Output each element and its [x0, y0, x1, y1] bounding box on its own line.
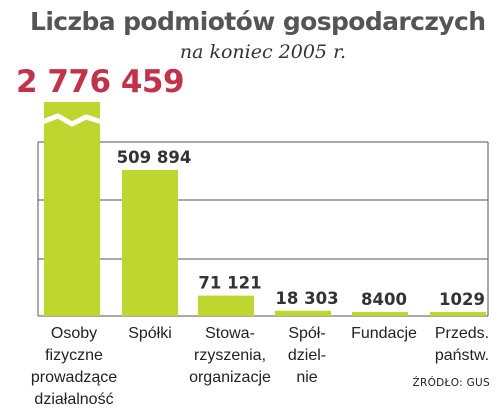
category-label-5-1: państw. — [435, 347, 489, 364]
category-label-4-0: Fundacje — [351, 325, 417, 342]
value-labels: 2 776 459 509 894 71 121 18 303 8400 1029 — [16, 64, 485, 309]
bar-5 — [430, 312, 486, 316]
source-note: ŹRÓDŁO: GUS — [413, 376, 491, 389]
category-label-0-0: Osoby — [51, 325, 97, 342]
bar-2 — [198, 295, 254, 316]
bar-3 — [275, 310, 331, 316]
category-label-3-2: nie — [296, 369, 317, 386]
axis-break-marker — [41, 113, 103, 127]
category-label-0-3: działalność — [34, 391, 113, 408]
value-label-5: 1029 — [439, 290, 485, 309]
value-label-1: 509 894 — [117, 148, 192, 167]
value-label-2: 71 121 — [198, 274, 261, 293]
bar-4 — [352, 312, 408, 316]
category-label-5-0: Przeds. — [435, 325, 489, 342]
value-label-4: 8400 — [361, 290, 407, 309]
category-labels: Osoby fizyczne prowadzące działalność Spółki… — [31, 325, 489, 408]
bars — [41, 102, 486, 316]
value-label-3: 18 303 — [275, 289, 338, 308]
category-label-0-1: fizyczne — [45, 347, 103, 364]
category-label-1-0: Spółki — [128, 325, 172, 342]
bar-1 — [122, 170, 178, 316]
category-label-3-1: dziel- — [288, 347, 326, 364]
value-label-0: 2 776 459 — [16, 64, 184, 100]
chart-subtitle: na koniec 2005 r. — [180, 41, 346, 63]
bar-0 — [44, 102, 100, 316]
category-label-2-1: rzyszenia, — [194, 347, 266, 364]
category-label-0-2: prowadzące — [31, 369, 117, 386]
gridlines — [37, 141, 489, 317]
chart-title: Liczba podmiotów gospodarczych — [30, 7, 485, 36]
category-label-3-0: Spół- — [288, 325, 325, 342]
category-label-2-2: organizacje — [189, 369, 271, 386]
category-label-2-0: Stowa- — [205, 325, 255, 342]
